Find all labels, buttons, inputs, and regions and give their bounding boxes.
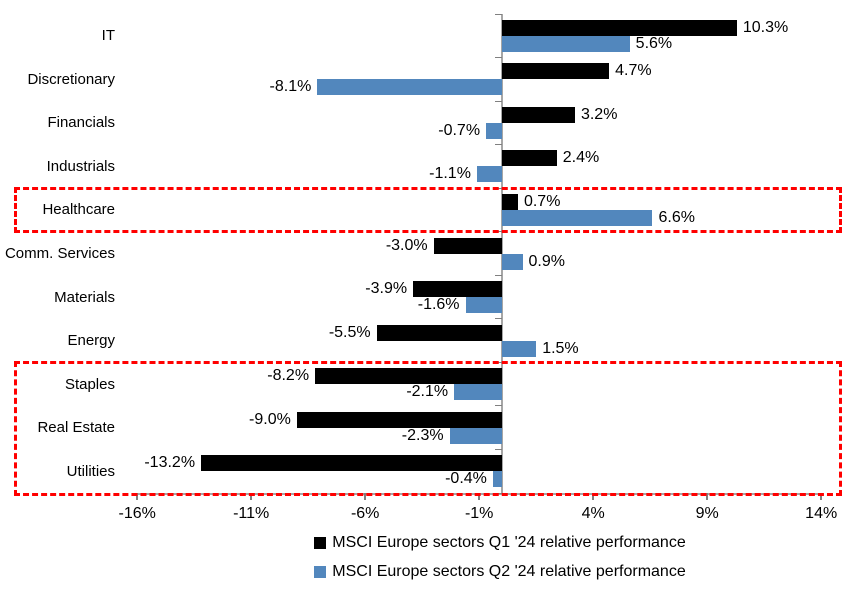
- bar-q1-discretionary: [502, 63, 610, 80]
- x-tick-mark-4: [592, 493, 595, 500]
- value-label-q1-staples: -8.2%: [267, 367, 310, 385]
- bar-q2-financials: [486, 122, 502, 139]
- value-label-q2-industrials: -1.1%: [429, 165, 471, 183]
- bar-q2-comm-services: [502, 253, 523, 270]
- category-label-financials: Financials: [47, 114, 115, 132]
- value-label-q2-comm-services: 0.9%: [528, 252, 565, 270]
- legend-label-q1: MSCI Europe sectors Q1 '24 relative perf…: [332, 534, 686, 551]
- value-label-q2-healthcare: 6.6%: [658, 208, 695, 226]
- x-tick-mark-5: [706, 493, 709, 500]
- x-tick-label-1: -11%: [233, 505, 270, 522]
- value-label-q1-discretionary: 4.7%: [615, 62, 652, 80]
- highlight-box-1: [14, 186, 842, 234]
- category-tick-mark-3: [495, 144, 502, 146]
- bar-q2-discretionary: [317, 79, 502, 96]
- value-label-q2-materials: -1.6%: [417, 296, 460, 314]
- value-label-q2-real-estate: -2.3%: [401, 426, 444, 444]
- value-label-q2-discretionary: -8.1%: [269, 78, 312, 96]
- category-tick-mark-6: [495, 274, 502, 276]
- x-tick-mark-2: [364, 493, 367, 500]
- value-label-q1-industrials: 2.4%: [562, 149, 600, 167]
- bar-q2-healthcare: [502, 209, 653, 226]
- legend-label-q2: MSCI Europe sectors Q2 '24 relative perf…: [332, 563, 686, 580]
- category-label-comm-services: Comm. Services: [4, 244, 115, 262]
- x-tick-mark-6: [820, 493, 823, 500]
- bar-q1-financials: [502, 106, 575, 123]
- category-label-discretionary: Discretionary: [27, 70, 115, 88]
- bar-q1-energy: [376, 324, 502, 341]
- value-label-q2-financials: -0.7%: [438, 121, 481, 139]
- category-label-energy: Energy: [67, 332, 115, 350]
- category-tick-mark-0: [495, 13, 502, 15]
- category-tick-mark-9: [495, 405, 502, 407]
- legend-swatch-q1-icon: [314, 537, 327, 549]
- category-label-industrials: Industrials: [46, 157, 115, 175]
- legend-swatch-q2-icon: [314, 566, 327, 578]
- bar-q2-materials: [465, 297, 502, 314]
- value-label-q2-energy: 1.5%: [542, 339, 579, 357]
- value-label-q1-financials: 3.2%: [580, 105, 618, 123]
- bar-q2-staples: [454, 384, 502, 401]
- x-tick-mark-1: [250, 493, 253, 500]
- bar-q1-materials: [413, 281, 502, 298]
- x-tick-label-2: -6%: [350, 505, 380, 522]
- category-label-healthcare: Healthcare: [42, 201, 115, 219]
- category-label-staples: Staples: [64, 375, 115, 393]
- legend: MSCI Europe sectors Q1 '24 relative perf…: [148, 534, 852, 592]
- bar-q1-it: [502, 19, 737, 36]
- x-tick-mark-3: [478, 493, 481, 500]
- category-tick-mark-8: [495, 361, 502, 363]
- value-label-q2-utilities: -0.4%: [445, 470, 487, 488]
- category-tick-mark-2: [495, 100, 502, 102]
- legend-item-q2: MSCI Europe sectors Q2 '24 relative perf…: [314, 563, 686, 581]
- value-label-q1-utilities: -13.2%: [144, 454, 196, 472]
- x-tick-label-4: 4%: [581, 505, 605, 522]
- bar-q1-comm-services: [433, 237, 502, 254]
- category-label-real-estate: Real Estate: [37, 419, 115, 437]
- value-label-q1-healthcare: 0.7%: [523, 192, 561, 210]
- value-label-q2-it: 5.6%: [635, 34, 673, 52]
- bar-q1-healthcare: [502, 193, 518, 210]
- bar-q1-real-estate: [296, 411, 502, 428]
- value-label-q1-real-estate: -9.0%: [249, 410, 291, 428]
- category-tick-mark-10: [495, 448, 502, 450]
- value-label-q1-it: 10.3%: [742, 18, 789, 36]
- category-label-utilities: Utilities: [66, 462, 115, 480]
- value-label-q1-energy: -5.5%: [328, 323, 371, 341]
- x-tick-label-3: -1%: [464, 505, 494, 522]
- category-tick-mark-4: [495, 187, 502, 189]
- category-tick-mark-5: [495, 231, 502, 233]
- bar-q2-real-estate: [449, 427, 502, 444]
- value-label-q1-comm-services: -3.0%: [385, 236, 428, 254]
- bar-q2-energy: [502, 340, 537, 357]
- bar-q2-industrials: [476, 166, 502, 183]
- category-label-it: IT: [101, 27, 115, 45]
- value-label-q2-staples: -2.1%: [406, 383, 449, 401]
- bar-q1-industrials: [502, 150, 557, 167]
- x-tick-label-0: -16%: [118, 505, 156, 522]
- bar-q1-utilities: [201, 455, 502, 472]
- category-tick-mark-11: [495, 492, 502, 494]
- value-label-q1-materials: -3.9%: [365, 280, 408, 298]
- category-tick-mark-1: [495, 57, 502, 59]
- x-tick-label-6: 14%: [805, 505, 838, 522]
- bar-q1-staples: [315, 368, 502, 385]
- category-tick-mark-7: [495, 318, 502, 320]
- x-tick-mark-0: [136, 493, 139, 500]
- bar-q2-utilities: [492, 471, 502, 488]
- category-label-materials: Materials: [54, 288, 115, 306]
- x-tick-label-5: 9%: [695, 505, 719, 522]
- bar-q2-it: [502, 35, 630, 52]
- legend-item-q1: MSCI Europe sectors Q1 '24 relative perf…: [314, 534, 686, 552]
